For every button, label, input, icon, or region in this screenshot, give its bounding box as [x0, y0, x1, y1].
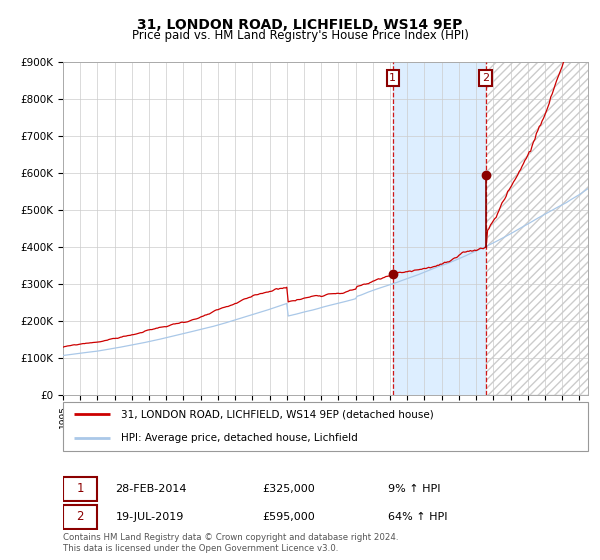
Bar — [485, 62, 596, 395]
Text: 1: 1 — [76, 482, 84, 496]
Text: 2: 2 — [76, 510, 84, 524]
FancyBboxPatch shape — [63, 477, 97, 501]
Text: 28-FEB-2014: 28-FEB-2014 — [115, 484, 187, 494]
Bar — [393, 62, 485, 395]
Text: 2: 2 — [482, 73, 489, 83]
Text: Price paid vs. HM Land Registry's House Price Index (HPI): Price paid vs. HM Land Registry's House … — [131, 29, 469, 42]
Text: 31, LONDON ROAD, LICHFIELD, WS14 9EP (detached house): 31, LONDON ROAD, LICHFIELD, WS14 9EP (de… — [121, 409, 433, 419]
Text: 31, LONDON ROAD, LICHFIELD, WS14 9EP: 31, LONDON ROAD, LICHFIELD, WS14 9EP — [137, 18, 463, 32]
Text: 64% ↑ HPI: 64% ↑ HPI — [389, 512, 448, 522]
Text: Contains HM Land Registry data © Crown copyright and database right 2024.
This d: Contains HM Land Registry data © Crown c… — [63, 533, 398, 553]
Text: £595,000: £595,000 — [263, 512, 315, 522]
Text: 9% ↑ HPI: 9% ↑ HPI — [389, 484, 441, 494]
Text: 1: 1 — [389, 73, 397, 83]
FancyBboxPatch shape — [63, 505, 97, 529]
FancyBboxPatch shape — [63, 402, 588, 451]
Text: 19-JUL-2019: 19-JUL-2019 — [115, 512, 184, 522]
Text: £325,000: £325,000 — [263, 484, 315, 494]
Text: HPI: Average price, detached house, Lichfield: HPI: Average price, detached house, Lich… — [121, 433, 358, 443]
